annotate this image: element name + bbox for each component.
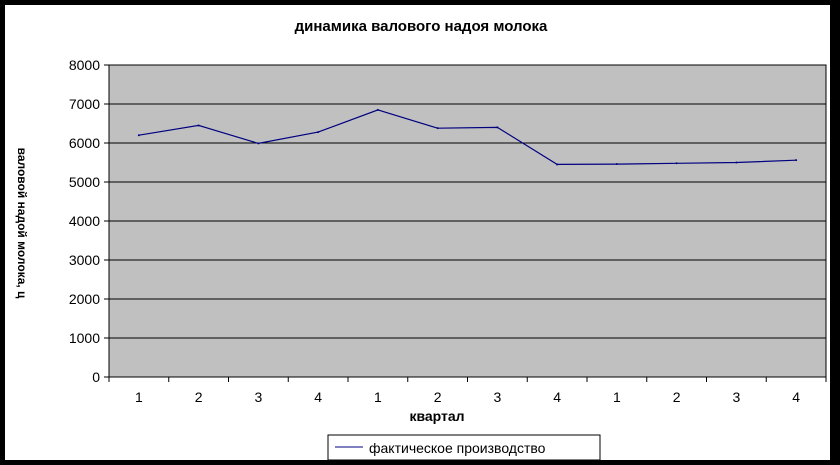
series-group bbox=[137, 108, 798, 166]
x-tick-label: 4 bbox=[553, 389, 561, 405]
data-point bbox=[735, 161, 738, 164]
data-point bbox=[137, 134, 140, 137]
y-axis-label: валовой надой молока, ц bbox=[15, 148, 29, 299]
data-point bbox=[496, 126, 499, 129]
y-tick-label: 8000 bbox=[69, 57, 100, 73]
line-chart: динамика валового надоя молока 0 1000 2000… bbox=[15, 18, 827, 460]
x-tick-label: 4 bbox=[314, 389, 322, 405]
chart-title: динамика валового надоя молока bbox=[295, 18, 548, 35]
x-tick-label: 3 bbox=[493, 389, 501, 405]
y-tick-label: 7000 bbox=[69, 96, 100, 112]
y-axis-ticks: 0 1000 2000 3000 4000 5000 6000 7000 8000 bbox=[69, 57, 109, 385]
data-point bbox=[257, 142, 260, 145]
data-point bbox=[556, 163, 559, 166]
y-tick-label: 2000 bbox=[69, 291, 100, 307]
legend: фактическое производство bbox=[327, 434, 601, 460]
x-tick-label: 2 bbox=[434, 389, 442, 405]
grid-lines bbox=[109, 64, 826, 339]
x-tick-label: 3 bbox=[254, 389, 262, 405]
series-line bbox=[138, 109, 797, 166]
data-point bbox=[376, 108, 379, 111]
x-axis-ticks: 1 2 3 4 1 2 3 4 1 2 3 4 bbox=[108, 377, 827, 405]
y-tick-label: 4000 bbox=[69, 213, 100, 229]
data-point bbox=[615, 163, 618, 166]
x-tick-label: 4 bbox=[792, 389, 800, 405]
x-tick-label: 2 bbox=[673, 389, 681, 405]
x-tick-label: 1 bbox=[374, 389, 382, 405]
data-point bbox=[317, 131, 320, 134]
y-tick-label: 5000 bbox=[69, 174, 100, 190]
data-point bbox=[197, 124, 200, 127]
y-tick-label: 0 bbox=[92, 369, 100, 385]
x-tick-label: 1 bbox=[613, 389, 621, 405]
y-tick-label: 6000 bbox=[69, 135, 100, 151]
data-point bbox=[436, 127, 439, 130]
data-point bbox=[795, 159, 798, 162]
y-tick-label: 1000 bbox=[69, 330, 100, 346]
x-tick-label: 3 bbox=[732, 389, 740, 405]
y-tick-label: 3000 bbox=[69, 252, 100, 268]
legend-box bbox=[327, 434, 601, 460]
legend-label: фактическое производство bbox=[369, 440, 546, 456]
x-tick-label: 2 bbox=[195, 389, 203, 405]
x-tick-label: 1 bbox=[135, 389, 143, 405]
x-axis-label: квартал bbox=[409, 408, 464, 424]
data-point bbox=[675, 162, 678, 165]
chart-frame: динамика валового надоя молока 0 1000 2000… bbox=[5, 5, 830, 460]
